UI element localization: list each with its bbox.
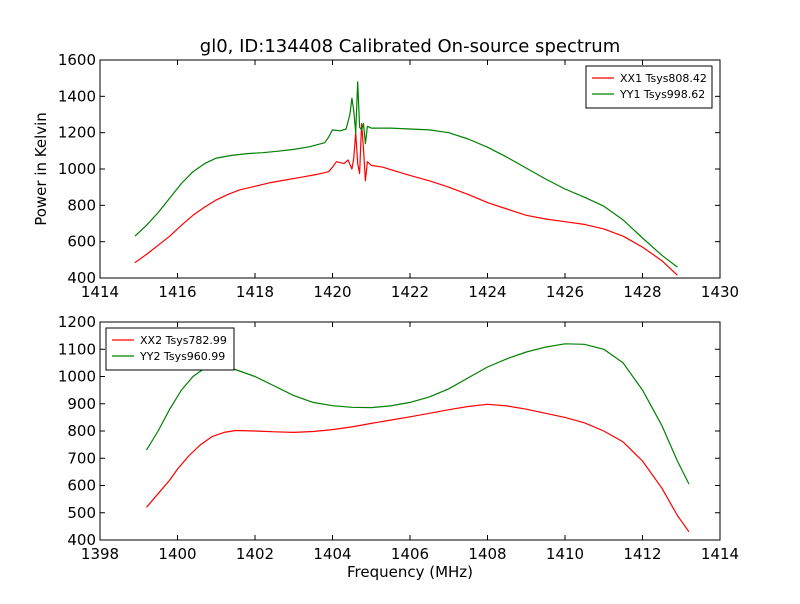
x-tick-label: 1416 <box>158 283 196 301</box>
y-tick-label: 900 <box>67 395 96 413</box>
y-tick-label: 600 <box>67 233 96 251</box>
x-tick-label: 1398 <box>81 545 119 563</box>
legend-label-2: YY2 Tsys960.99 <box>139 350 225 363</box>
legend-box <box>105 327 235 371</box>
legend-label-1: XX1 Tsys808.42 <box>620 72 707 85</box>
x-tick-label: 1408 <box>468 545 506 563</box>
y-tick-label: 500 <box>67 504 96 522</box>
series-line-2 <box>134 81 678 268</box>
y-tick-label: 700 <box>67 449 96 467</box>
legend-label-2: YY1 Tsys998.62 <box>619 88 705 101</box>
chart-title: gl0, ID:134408 Calibrated On-source spec… <box>200 36 620 57</box>
x-tick-label: 1402 <box>236 545 274 563</box>
x-tick-label: 1422 <box>391 283 429 301</box>
x-tick-label: 1412 <box>623 545 661 563</box>
y-axis-label: Power in Kelvin <box>32 112 50 226</box>
y-tick-label: 600 <box>67 477 96 495</box>
x-tick-label: 1410 <box>546 545 584 563</box>
legend-box <box>585 65 713 109</box>
y-tick-label: 1000 <box>58 160 96 178</box>
y-tick-label: 1100 <box>58 340 96 358</box>
y-tick-label: 1200 <box>58 313 96 331</box>
legend: XX2 Tsys782.99 YY2 Tsys960.99 <box>105 327 235 371</box>
x-tick-label: 1414 <box>81 283 119 301</box>
x-tick-label: 1400 <box>158 545 196 563</box>
x-tick-label: 1424 <box>468 283 506 301</box>
y-tick-label: 800 <box>67 422 96 440</box>
y-tick-label: 1600 <box>58 51 96 69</box>
x-tick-label: 1430 <box>701 283 739 301</box>
series-line-1 <box>146 403 690 533</box>
x-tick-label: 1426 <box>546 283 584 301</box>
x-tick-label: 1404 <box>313 545 351 563</box>
y-tick-label: 1400 <box>58 87 96 105</box>
y-tick-label: 1200 <box>58 124 96 142</box>
top-spectrum-panel: 1414 1416 1418 1420 1422 1424 1426 1428 1430 400 6… <box>32 36 739 301</box>
series-line-1 <box>134 123 678 276</box>
legend-label-1: XX2 Tsys782.99 <box>140 334 227 347</box>
x-tick-label: 1418 <box>236 283 274 301</box>
y-tick-label: 400 <box>67 531 96 549</box>
x-tick-label: 1406 <box>391 545 429 563</box>
x-tick-label: 1414 <box>701 545 739 563</box>
y-tick-label: 400 <box>67 269 96 287</box>
x-tick-label: 1420 <box>313 283 351 301</box>
x-axis-label: Frequency (MHz) <box>347 563 473 581</box>
y-tick-label: 1000 <box>58 368 96 386</box>
legend: XX1 Tsys808.42 YY1 Tsys998.62 <box>585 65 713 109</box>
x-tick-label: 1428 <box>623 283 661 301</box>
y-tick-label: 800 <box>67 196 96 214</box>
bottom-spectrum-panel: 1398 1400 1402 1404 1406 1408 1410 1412 1414 400 5… <box>58 313 739 581</box>
